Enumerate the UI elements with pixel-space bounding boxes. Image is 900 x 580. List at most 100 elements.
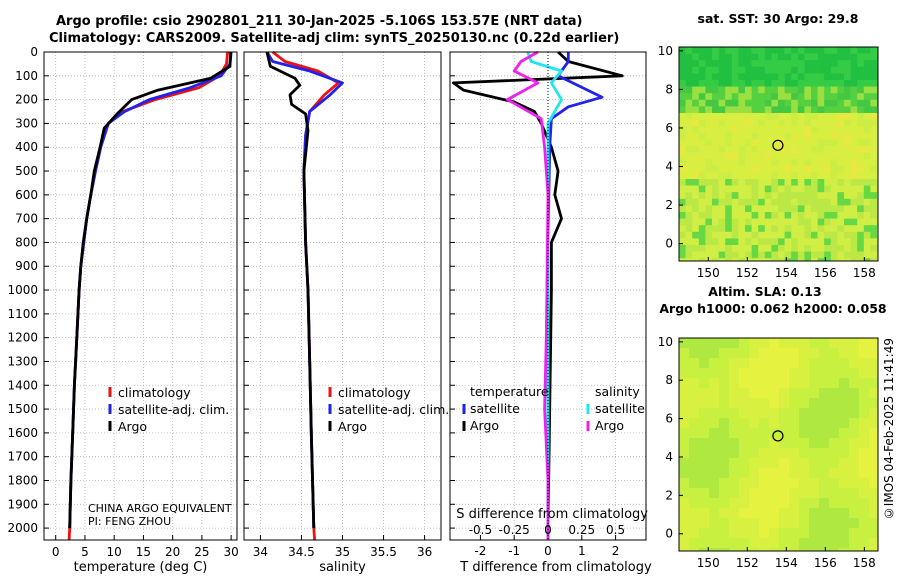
map-cell	[705, 251, 713, 259]
series-line-temperature-argo	[452, 50, 624, 529]
map-cell	[830, 185, 838, 193]
map-cell	[799, 418, 810, 429]
map-cell	[819, 388, 830, 399]
map-cell	[692, 99, 700, 107]
map-cell	[764, 73, 772, 81]
y-tick-label: 6	[665, 121, 673, 135]
map-cell	[729, 408, 740, 419]
map-cell	[837, 205, 845, 213]
map-cell	[824, 179, 832, 186]
map-cell	[850, 245, 858, 252]
map-cell	[685, 258, 693, 262]
map-cell	[749, 488, 760, 499]
map-cell	[745, 179, 752, 186]
x-tick-label: 156	[814, 556, 837, 570]
map-cell	[857, 165, 865, 173]
map-cell	[811, 185, 818, 193]
map-cell	[764, 119, 772, 127]
map-cell	[804, 185, 812, 193]
map-cell	[844, 146, 851, 153]
map-cell	[850, 93, 858, 101]
map-cell	[779, 488, 790, 499]
map-cell	[738, 132, 746, 140]
map-cell	[769, 448, 780, 459]
x-tick-label: 25	[194, 545, 209, 559]
map-cell	[849, 448, 860, 459]
map-cell	[699, 368, 710, 379]
map-cell	[725, 53, 733, 61]
map-cell	[870, 99, 878, 107]
map-cell	[729, 388, 740, 399]
map-cell	[784, 53, 792, 61]
map-cell	[829, 428, 840, 439]
map-cell	[850, 139, 858, 147]
map-cell	[679, 368, 690, 379]
map-cell	[817, 47, 825, 54]
map-cell	[811, 172, 818, 180]
map-cell	[739, 528, 750, 539]
map-cell	[689, 428, 700, 439]
map-cell	[791, 198, 799, 206]
map-cell	[797, 152, 805, 160]
map-cell	[729, 478, 740, 489]
map-cell	[829, 518, 840, 529]
map-cell	[863, 66, 871, 74]
map-cell	[797, 212, 805, 219]
map-cell	[784, 146, 792, 153]
map-cell	[698, 238, 706, 246]
map-cell	[751, 47, 759, 54]
map-cell	[692, 185, 700, 193]
map-cell	[725, 238, 733, 246]
x-axis-label-salinity: S difference from climatology	[456, 507, 648, 522]
map-cell	[692, 66, 700, 74]
map-cell	[857, 132, 865, 140]
map-cell	[705, 245, 713, 252]
map-cell	[824, 93, 832, 101]
map-cell	[809, 538, 820, 549]
map-cell	[718, 205, 726, 213]
map-cell	[698, 47, 706, 54]
map-cell	[679, 146, 686, 153]
map-cell	[692, 53, 700, 61]
map-cell	[797, 73, 805, 81]
map-cell	[817, 53, 825, 61]
x-tick-label: 20	[165, 545, 180, 559]
map-cell	[817, 106, 825, 114]
map-cell	[698, 53, 706, 61]
map-cell	[837, 172, 845, 180]
map-cell	[745, 159, 752, 167]
map-cell	[705, 86, 713, 94]
figure-title-line1: Argo profile: csio 2902801_211 30-Jan-20…	[56, 14, 583, 29]
map-cell	[731, 93, 739, 101]
map-cell	[751, 126, 759, 134]
map-cell	[698, 119, 706, 127]
map-cell	[819, 348, 830, 359]
map-cell	[799, 528, 810, 539]
map-cell	[844, 86, 851, 94]
map-cell	[709, 408, 720, 419]
map-cell	[705, 146, 713, 153]
map-cell	[817, 73, 825, 81]
map-cell	[712, 192, 719, 200]
map-cell	[857, 73, 865, 81]
map-cell	[870, 159, 878, 167]
map-cell	[824, 132, 832, 140]
map-cell	[870, 172, 878, 180]
map-cell	[849, 368, 860, 379]
map-cell	[712, 172, 719, 180]
map-cell	[844, 218, 851, 226]
y-tick-label: 900	[15, 259, 38, 273]
map-cell	[850, 53, 858, 61]
map-cell	[839, 428, 850, 439]
map-cell	[809, 498, 820, 509]
x-tick-label: 2	[612, 544, 620, 558]
map-cell	[699, 358, 710, 369]
map-cell	[719, 508, 730, 519]
map-cell	[863, 53, 871, 61]
map-cell	[817, 139, 825, 147]
map-cell	[679, 106, 686, 114]
map-cell	[830, 73, 838, 81]
map-cell	[791, 93, 799, 101]
map-cell	[857, 225, 865, 233]
map-cell	[771, 152, 779, 160]
